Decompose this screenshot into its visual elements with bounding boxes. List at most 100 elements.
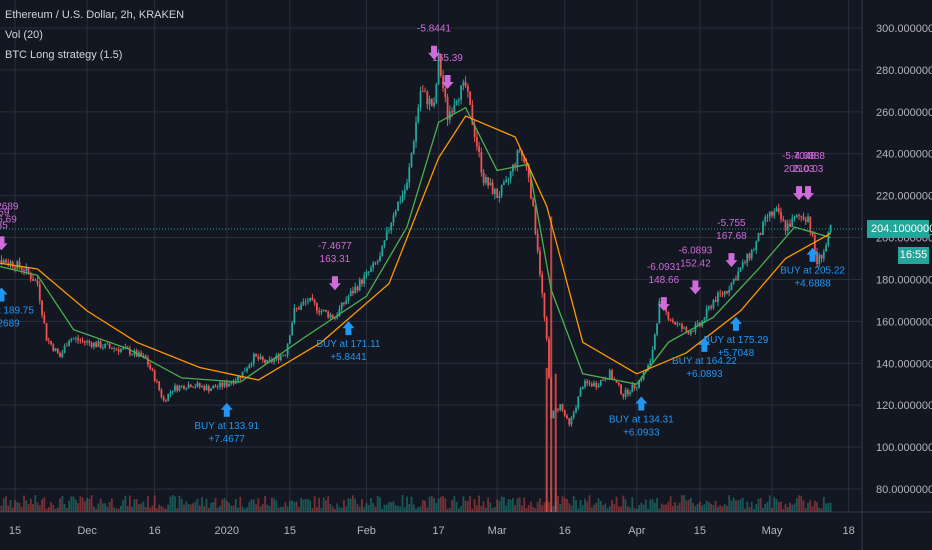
volume-bar xyxy=(259,506,262,512)
volume-bar xyxy=(597,498,600,512)
volume-bar xyxy=(140,503,143,512)
candle-body xyxy=(559,404,562,411)
candle-body xyxy=(266,359,269,364)
volume-bar xyxy=(221,499,224,512)
candle-body xyxy=(279,355,282,361)
candle-body xyxy=(144,355,147,359)
volume-bar xyxy=(320,507,323,512)
volume-bar xyxy=(604,503,607,512)
candle-body xyxy=(620,384,622,395)
volume-bar xyxy=(694,506,697,512)
candle-body xyxy=(617,382,620,385)
candle-body xyxy=(802,216,805,220)
volume-bar xyxy=(768,495,771,512)
volume-bar xyxy=(590,507,593,512)
candle-body xyxy=(577,396,580,408)
volume-bar xyxy=(279,506,282,512)
volume-bar xyxy=(827,503,830,512)
volume-bar xyxy=(293,501,296,512)
candle-body xyxy=(633,384,636,389)
candle-body xyxy=(717,292,719,302)
candle-body xyxy=(126,347,129,349)
candle-body xyxy=(381,246,384,257)
candle-body xyxy=(394,210,397,216)
volume-bar xyxy=(518,497,521,512)
volume-bar xyxy=(647,508,649,512)
volume-bar xyxy=(225,500,228,512)
candle-body xyxy=(99,341,102,348)
volume-bar xyxy=(277,507,280,512)
volume-bar xyxy=(762,508,764,512)
volume-bar xyxy=(782,508,785,512)
candle-body xyxy=(198,383,201,387)
volume-spike xyxy=(545,367,548,512)
candle-body xyxy=(466,86,469,92)
volume-bar xyxy=(780,501,782,512)
candle-body xyxy=(306,301,309,302)
volume-bar xyxy=(462,496,465,512)
volume-bar xyxy=(158,504,161,512)
volume-bar xyxy=(570,505,573,512)
volume-indicator-label[interactable]: Vol (20) xyxy=(5,29,43,41)
candle-body xyxy=(818,254,821,265)
ema-slow-line xyxy=(0,115,831,381)
candle-body xyxy=(631,384,634,393)
volume-bar xyxy=(638,505,640,512)
volume-bar xyxy=(266,504,269,512)
x-tick-label: 18 xyxy=(842,525,854,537)
volume-bar xyxy=(635,508,638,512)
x-tick-label: Dec xyxy=(77,525,97,537)
volume-bar xyxy=(50,502,52,512)
candle-body xyxy=(41,300,43,315)
candle-body xyxy=(45,323,48,341)
volume-bar xyxy=(97,503,100,512)
candle-body xyxy=(2,260,5,264)
strategy-indicator-label[interactable]: BTC Long strategy (1.5) xyxy=(5,49,123,61)
candle-body xyxy=(241,371,244,379)
candle-body xyxy=(225,382,228,387)
candle-body xyxy=(825,245,827,252)
candle-body xyxy=(744,262,746,263)
candle-body xyxy=(47,340,50,342)
bar-countdown-badge: 16:55 xyxy=(898,247,929,264)
candle-body xyxy=(302,302,305,305)
candle-body xyxy=(18,261,21,268)
volume-bar xyxy=(717,506,719,512)
candle-body xyxy=(343,302,345,304)
candle-body xyxy=(313,299,316,304)
candle-body xyxy=(759,233,762,235)
volume-bar xyxy=(584,498,586,512)
candle-body xyxy=(487,177,490,186)
candle-body xyxy=(732,278,735,283)
volume-bar xyxy=(629,507,631,512)
candle-body xyxy=(689,330,692,335)
candle-body xyxy=(710,306,713,308)
candle-body xyxy=(212,385,215,389)
volume-bar xyxy=(38,505,41,512)
candle-body xyxy=(473,124,476,138)
candle-body xyxy=(496,189,499,198)
volume-bar xyxy=(412,504,415,512)
candle-body xyxy=(624,389,627,397)
volume-bar xyxy=(721,506,724,512)
y-tick-label: 140.0000000 xyxy=(876,358,932,370)
candle-body xyxy=(827,232,830,246)
volume-bar xyxy=(771,508,773,512)
candle-body xyxy=(584,380,586,387)
candle-body xyxy=(115,348,118,350)
volume-bar xyxy=(710,503,713,512)
volume-bar xyxy=(331,506,334,512)
volume-bar xyxy=(475,505,478,512)
volume-bar xyxy=(759,498,762,512)
candle-body xyxy=(696,322,699,325)
x-tick-label: 15 xyxy=(694,525,706,537)
volume-bar xyxy=(484,507,487,512)
x-tick-label: 15 xyxy=(9,525,21,537)
volume-bar xyxy=(11,507,14,512)
candle-body xyxy=(20,267,23,271)
y-tick-label: 220.0000000 xyxy=(876,191,932,203)
x-tick-label: 15 xyxy=(284,525,296,537)
volume-bar xyxy=(457,508,460,512)
volume-bar xyxy=(599,500,602,512)
